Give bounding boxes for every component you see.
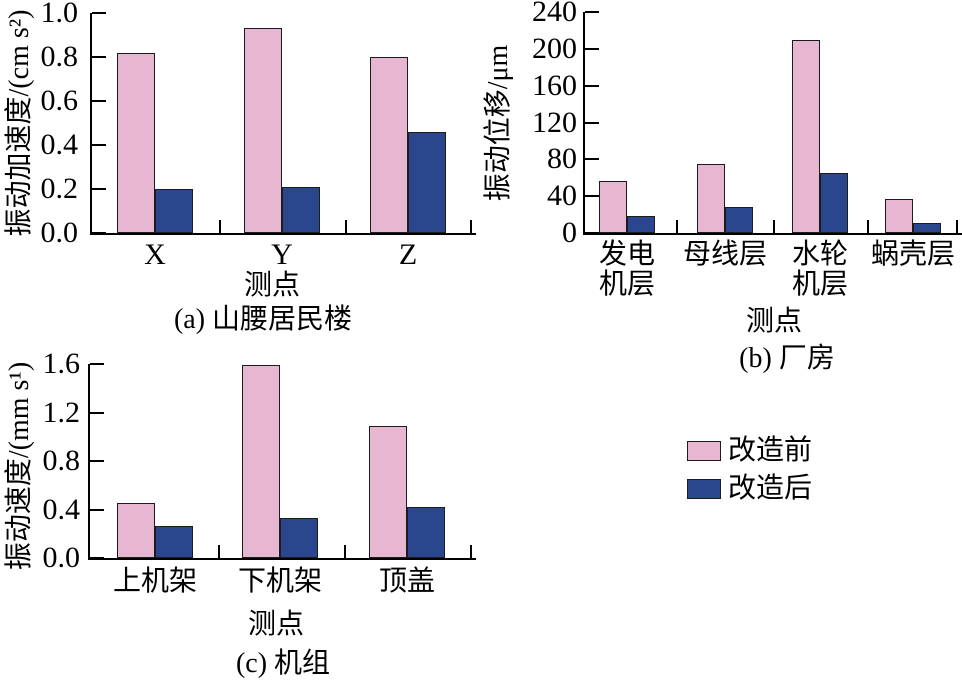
bar-after-下机架 [280,518,318,558]
x-axis-tick [343,545,346,558]
x-axis-tick [218,220,221,233]
bar-after-蜗壳层 [913,223,941,233]
y-axis-tick [92,188,106,190]
bar-before-Z [370,57,408,233]
y-tick-label: 1.0 [40,0,79,29]
y-tick-label: 0.0 [42,541,81,574]
x-axis-tick [470,220,472,233]
y-tick-label: 120 [532,105,577,139]
y-tick-label: 1.6 [42,347,81,380]
bar-before-水轮机层 [792,40,820,233]
bar-before-X [117,53,155,233]
plot-area-c [88,363,476,560]
y-tick-label: 0.4 [42,492,81,526]
category-label: 上机架 [112,566,197,597]
y-axis-tick [90,508,104,511]
y-axis-tick [585,47,599,50]
bar-before-顶盖 [369,426,407,558]
bar-after-发电机层 [627,216,655,233]
category-label: 下机架 [237,566,322,597]
y-tick-label: 200 [532,31,577,65]
y-tick-label: 0.6 [40,84,79,117]
plot-area-b [583,11,962,235]
x-axis-tick [470,545,472,558]
category-label: X [144,238,166,271]
y-axis-tick [585,11,599,13]
y-tick-label: 0.2 [40,172,79,205]
category-label: 水轮 机层 [791,239,848,300]
bar-before-发电机层 [599,181,627,233]
y-axis-tick [92,100,106,102]
x-axis-tick [676,220,678,233]
y-tick-label: 80 [547,142,577,176]
y-tick-label: 1.2 [42,395,81,429]
y-axis-tick [90,460,104,462]
category-label: Z [398,238,418,271]
x-axis-tick [956,220,958,233]
bar-after-顶盖 [407,507,445,558]
y-axis-tick [92,144,106,146]
y-axis-tick [90,411,104,414]
y-tick-label: 0 [562,216,577,249]
x-axis-tick [772,220,775,233]
bar-after-水轮机层 [820,173,848,233]
y-axis-tick [585,195,599,198]
bar-after-X [155,189,193,233]
x-axis-label-a: 测点 [243,270,300,301]
bar-before-下机架 [242,365,280,558]
bar-after-上机架 [155,526,193,558]
x-axis-tick [866,220,869,233]
bar-after-Z [408,132,446,233]
bar-after-Y [282,187,320,233]
x-axis-tick [217,545,220,558]
y-tick-label: 0.4 [40,128,79,161]
plot-area-a [90,12,476,235]
category-label: 蜗壳层 [870,239,955,270]
y-axis-tick [585,121,599,124]
category-label: 顶盖 [378,566,435,597]
y-axis-tick [585,232,599,234]
category-label: Y [271,238,293,271]
y-tick-label: 0.8 [40,40,79,73]
caption-b: (b) 厂房 [739,343,835,374]
bar-before-Y [244,28,282,233]
caption-a: (a) 山腰居民楼 [173,304,353,335]
y-axis-tick [92,12,106,14]
y-tick-label: 240 [532,0,577,28]
bar-before-上机架 [117,503,155,558]
y-tick-label: 160 [532,68,577,102]
y-axis-tick [90,557,104,559]
caption-c: (c) 机组 [235,648,331,679]
y-axis-tick [92,232,106,234]
y-axis-tick [585,84,599,87]
y-tick-label: 40 [547,179,577,213]
x-axis-label-c: 测点 [247,609,304,640]
y-axis-tick [92,56,106,58]
y-tick-label: 0.0 [40,216,79,249]
y-axis-tick [585,158,599,161]
category-label: 母线层 [682,239,767,270]
bar-before-蜗壳层 [885,199,913,233]
category-label: 发电 机层 [598,239,655,300]
y-tick-label: 0.8 [42,444,81,477]
x-axis-label-b: 测点 [745,306,802,337]
bar-before-母线层 [697,164,725,233]
bar-after-母线层 [725,207,753,233]
y-axis-tick [90,363,104,365]
x-axis-tick [345,220,347,233]
